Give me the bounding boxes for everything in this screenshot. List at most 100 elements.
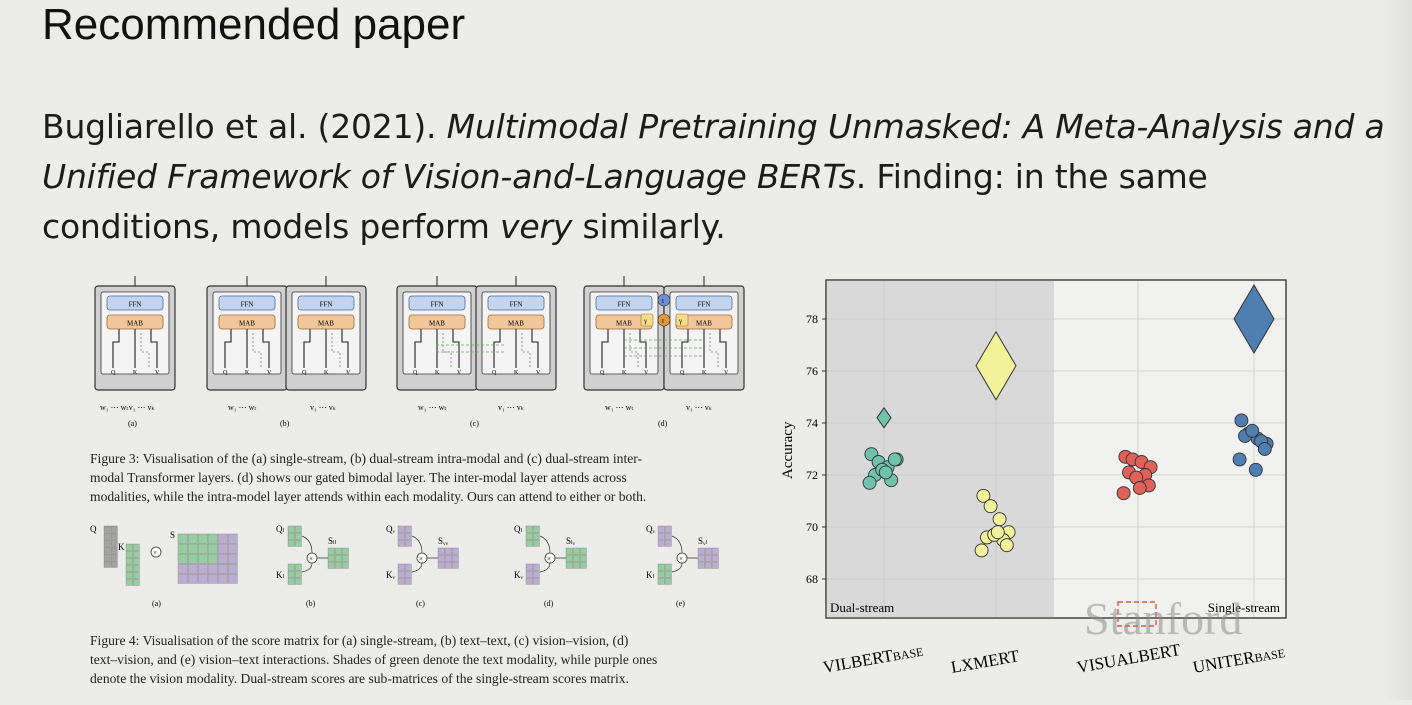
dashed-residual xyxy=(442,333,452,368)
query-cell xyxy=(103,525,111,533)
ffn-block xyxy=(408,295,466,311)
qkv-label: Q xyxy=(111,370,116,376)
query-label: Q xyxy=(90,524,97,534)
query-cell xyxy=(110,560,118,568)
score-cell-vision xyxy=(217,533,228,544)
accuracy-scatter-plot: 68 70 72 74 76 78 Accuracy Dual-stream Single-st… xyxy=(780,279,1287,677)
ffn-label: FFN xyxy=(510,301,523,309)
query-cell xyxy=(287,532,295,540)
key-cell xyxy=(525,577,533,585)
score-cell-vision xyxy=(187,573,198,584)
key-cell xyxy=(132,578,140,586)
mean-diamond-vilbert xyxy=(876,406,892,429)
multiply-symbol: × xyxy=(309,555,313,563)
panel-label: (e) xyxy=(676,599,685,608)
score-cell-vision xyxy=(207,573,218,584)
citation-authors: Bugliarello et al. (2021). xyxy=(42,107,447,146)
qkv-label: V xyxy=(644,370,649,376)
query-cell xyxy=(103,560,111,568)
gamma-gate-icon xyxy=(675,313,689,327)
attention-wires xyxy=(414,329,460,368)
score-cell xyxy=(451,561,459,569)
qkv-label: K xyxy=(133,370,138,376)
query-cell xyxy=(525,532,533,540)
score-cell-text xyxy=(207,533,218,544)
score-cell xyxy=(334,554,342,562)
panel-label: (b) xyxy=(306,599,316,608)
x-tick-label: LXMERT xyxy=(949,646,1021,677)
data-point-vilbert xyxy=(862,475,877,490)
score-cell-vision xyxy=(177,573,188,584)
y-tick-label: 68 xyxy=(806,572,818,586)
query-cell xyxy=(532,525,540,533)
citation-paragraph: Bugliarello et al. (2021). Multimodal Pr… xyxy=(42,102,1385,252)
score-cell-vision xyxy=(207,563,218,574)
figure4-caption-line: denote the vision modality. Dual-stream … xyxy=(90,671,629,686)
score-cell xyxy=(711,554,719,562)
score-cell xyxy=(444,554,452,562)
qkv-label: K xyxy=(245,370,250,376)
qkv-label: Q xyxy=(600,370,605,376)
region-label: Dual-stream xyxy=(830,600,894,615)
gamma-gate-label: γ xyxy=(643,317,647,325)
query-cell xyxy=(525,525,533,533)
y-tick-label: 72 xyxy=(806,468,818,482)
score-cell xyxy=(327,561,335,569)
mab-label: MAB xyxy=(239,320,255,328)
score-label: Sₗᵥ xyxy=(566,536,575,546)
finding-text-b: conditions, models perform xyxy=(42,207,501,246)
qkv-label: Q xyxy=(413,370,418,376)
slide-edge-shadow xyxy=(1382,0,1412,700)
key-cell xyxy=(404,577,412,585)
score-cell-vision xyxy=(227,573,238,584)
key-cell xyxy=(125,557,133,565)
key-cell xyxy=(664,563,672,571)
query-cell xyxy=(103,553,111,561)
score-cell xyxy=(697,547,705,555)
x-tick-label-group: VISUALBERT xyxy=(1075,640,1182,677)
attention-wires xyxy=(224,329,270,368)
key-label: Kₗ xyxy=(276,570,284,580)
data-point-vilbert xyxy=(878,465,893,480)
query-cell xyxy=(532,532,540,540)
score-label: Sᵥₗ xyxy=(698,536,708,546)
dashed-residual xyxy=(709,333,719,368)
score-cell-vision xyxy=(227,563,238,574)
data-point-uniter xyxy=(1234,413,1249,428)
cross-attention-wires xyxy=(624,339,704,357)
tau-gate-icon xyxy=(657,293,671,307)
qkv-label: V xyxy=(536,370,541,376)
ffn-block xyxy=(595,295,653,311)
key-cell xyxy=(404,570,412,578)
score-cell-text xyxy=(177,543,188,554)
dashed-residual xyxy=(629,333,639,368)
x-tick-label-group: UNITERBASE xyxy=(1191,642,1286,677)
query-cell xyxy=(664,532,672,540)
dual-stream-region xyxy=(826,280,1054,618)
score-cell-text xyxy=(187,533,198,544)
query-cell xyxy=(294,525,302,533)
qkv-label: V xyxy=(457,370,462,376)
attention-wires xyxy=(112,329,158,368)
x-tick-label: VILBERTBASE xyxy=(821,641,924,677)
plot-frame xyxy=(825,279,1287,619)
key-cell xyxy=(125,571,133,579)
key-label: K xyxy=(118,542,125,552)
score-cell-vision xyxy=(227,543,238,554)
qkv-label: V xyxy=(155,370,160,376)
query-cell xyxy=(397,539,405,547)
ffn-block xyxy=(487,295,545,311)
score-cell xyxy=(565,547,573,555)
query-cell xyxy=(110,553,118,561)
attention-wires xyxy=(493,329,539,368)
ffn-block xyxy=(297,295,355,311)
key-cell xyxy=(525,563,533,571)
panel-label: (a) xyxy=(152,599,161,608)
region-label: Single-stream xyxy=(1208,600,1280,615)
query-cell xyxy=(657,539,665,547)
key-label: Kₗ xyxy=(646,570,654,580)
query-cell xyxy=(397,532,405,540)
score-cell xyxy=(697,554,705,562)
score-cell xyxy=(579,561,587,569)
